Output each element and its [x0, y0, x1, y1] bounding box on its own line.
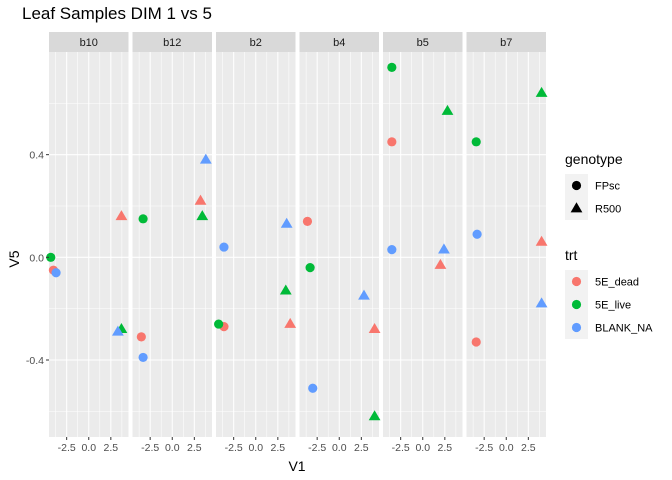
- x-tick-label: 0.0: [81, 442, 96, 454]
- point-b2-FPsc-BLANK_NA: [219, 242, 229, 252]
- facet-strip-label: b10: [80, 37, 98, 49]
- x-tick-label: 2.5: [438, 442, 453, 454]
- point-b4-R500-BLANK_NA: [358, 289, 370, 300]
- point-b5-FPsc-5E_dead: [387, 137, 397, 147]
- chart-title: Leaf Samples DIM 1 vs 5: [22, 4, 212, 23]
- point-b12-R500-5E_live: [196, 210, 209, 221]
- facet-panel-b10: b10 -2.5 0.0 2.5: [46, 32, 129, 454]
- legend-genotype: genotype FPsc R500: [565, 151, 623, 220]
- point-b12-R500-BLANK_NA: [199, 153, 212, 164]
- point-b4-FPsc-5E_live: [305, 263, 315, 273]
- x-tick-label: 2.5: [271, 442, 286, 454]
- point-b7-FPsc-5E_live: [471, 137, 481, 147]
- legend-symbol: [571, 180, 582, 191]
- legends: genotype FPsc R500 trt 5E_dead 5E_live BLANK_N…: [565, 151, 653, 339]
- point-b4-FPsc-5E_dead: [302, 216, 313, 226]
- legend-label: R500: [595, 204, 621, 216]
- point-b12-FPsc-5E_dead: [136, 332, 146, 342]
- x-tick-label: 2.5: [354, 442, 369, 454]
- facet-panel-b2: b2 -2.5 0.0 2.5: [214, 32, 297, 454]
- facet-strip-label: b5: [417, 37, 429, 49]
- point-b10-FPsc-5E_live: [46, 252, 56, 262]
- point-b5-FPsc-5E_live: [387, 62, 397, 72]
- legend-symbol: [571, 322, 582, 333]
- legend-label: 5E_dead: [595, 277, 639, 289]
- point-b5-FPsc-BLANK_NA: [387, 245, 397, 255]
- legend-title: genotype: [565, 151, 623, 167]
- legend-symbol: [571, 299, 582, 310]
- y-tick-label: 0.0: [29, 252, 44, 264]
- legend-label: 5E_live: [595, 300, 631, 312]
- facet-panel-b12: b12 -2.5 0.0 2.5: [132, 32, 212, 454]
- facet-strip: [216, 32, 296, 52]
- facet-panel-b7: b7 -2.5 0.0 2.5: [466, 32, 548, 454]
- point-b10-R500-BLANK_NA: [112, 325, 124, 336]
- x-tick-label: 0.0: [248, 442, 263, 454]
- point-b2-R500-BLANK_NA: [280, 217, 293, 228]
- point-b5-R500-BLANK_NA: [438, 243, 450, 254]
- point-b12-FPsc-BLANK_NA: [138, 352, 148, 363]
- facet-strip: [383, 32, 463, 52]
- legend-symbol: [570, 202, 583, 213]
- x-tick-label: 0.0: [332, 442, 347, 454]
- point-b7-R500-5E_live: [535, 86, 548, 97]
- point-b4-FPsc-BLANK_NA: [308, 383, 318, 393]
- point-b12-R500-5E_dead: [194, 194, 207, 205]
- facet-panel-b4: b4 -2.5 0.0 2.5: [299, 32, 381, 454]
- x-tick-label: -2.5: [308, 442, 326, 454]
- x-tick-label: 2.5: [187, 442, 202, 454]
- point-b7-FPsc-5E_dead: [471, 337, 481, 347]
- legend-label: BLANK_NA: [595, 323, 653, 335]
- legend-trt: trt 5E_dead 5E_live BLANK_NA: [565, 247, 653, 339]
- legend-symbol: [571, 276, 582, 287]
- facet-strip-label: b2: [250, 37, 262, 49]
- point-b5-R500-5E_dead: [434, 258, 447, 269]
- point-b10-R500-5E_dead: [115, 210, 128, 221]
- point-b7-R500-5E_dead: [535, 235, 548, 246]
- point-b4-R500-5E_dead: [368, 323, 381, 334]
- x-axis-title: V1: [288, 458, 305, 474]
- x-tick-label: -2.5: [475, 442, 493, 454]
- x-tick-label: -2.5: [141, 442, 159, 454]
- point-b2-R500-5E_dead: [284, 317, 297, 328]
- y-tick-label: 0.4: [29, 150, 44, 162]
- facet-strip: [49, 32, 129, 52]
- facet-panel-b5: b5 -2.5 0.0 2.5: [383, 32, 463, 454]
- x-tick-label: 0.0: [165, 442, 180, 454]
- facet-strip-label: b12: [163, 37, 181, 49]
- point-b12-FPsc-5E_live: [138, 214, 148, 224]
- y-axis: -0.4 0.0 0.4: [26, 150, 49, 367]
- point-b5-R500-5E_live: [441, 104, 454, 115]
- point-b4-R500-5E_live: [368, 410, 381, 421]
- point-b7-R500-BLANK_NA: [535, 297, 548, 308]
- facet-strip: [299, 32, 379, 52]
- facet-strip-label: b7: [500, 37, 512, 49]
- point-b2-FPsc-5E_live: [214, 319, 224, 329]
- x-tick-label: 0.0: [415, 442, 430, 454]
- x-tick-label: 2.5: [521, 442, 536, 454]
- facet-strip: [466, 32, 546, 52]
- y-axis-title: V5: [6, 250, 22, 267]
- point-b2-R500-5E_live: [279, 284, 292, 295]
- point-b7-FPsc-BLANK_NA: [472, 229, 482, 239]
- facet-strip: [132, 32, 212, 52]
- legend-title: trt: [565, 247, 578, 263]
- legend-label: FPsc: [595, 181, 621, 193]
- x-tick-label: -2.5: [58, 442, 76, 454]
- y-tick-label: -0.4: [26, 355, 44, 367]
- x-tick-label: 2.5: [104, 442, 119, 454]
- facet-strip-label: b4: [333, 37, 345, 49]
- x-tick-label: -2.5: [392, 442, 410, 454]
- point-b10-FPsc-BLANK_NA: [51, 268, 61, 278]
- x-tick-label: 0.0: [499, 442, 514, 454]
- x-tick-label: -2.5: [225, 442, 243, 454]
